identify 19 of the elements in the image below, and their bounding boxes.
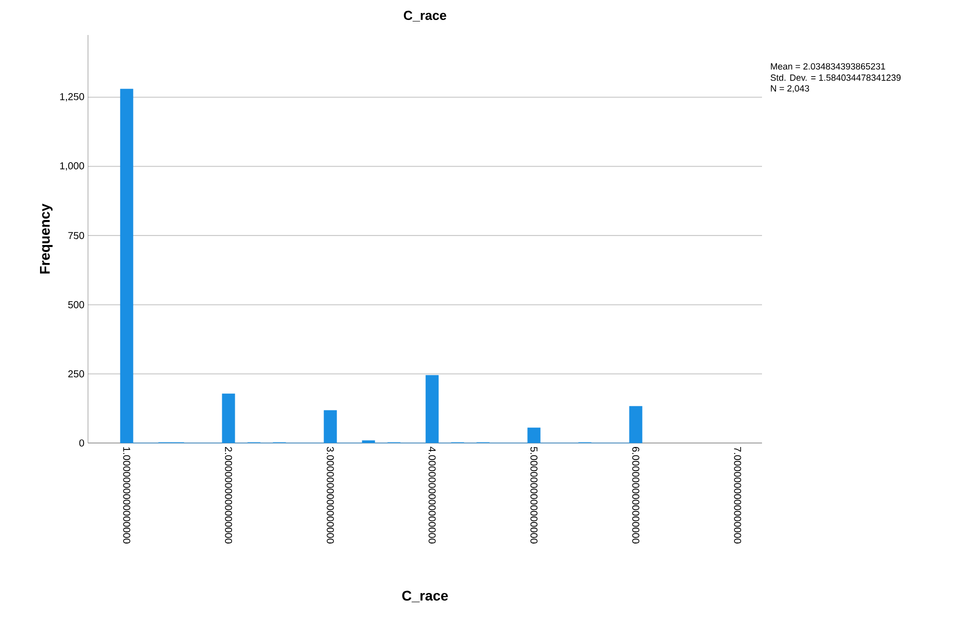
y-tick-label: 1,250 bbox=[60, 93, 84, 102]
y-axis-title: Frequency bbox=[40, 204, 53, 274]
x-tick-label: 3.0000000000000000 bbox=[326, 446, 334, 544]
y-tick-label: 1,000 bbox=[60, 162, 84, 171]
x-tick-label: 4.0000000000000000 bbox=[428, 446, 436, 544]
text: Std. Dev. = 1.584034478341239 bbox=[770, 74, 901, 81]
x-tick-label: 7.0000000000000000 bbox=[734, 447, 742, 544]
x-tick-label: 6.0000000000000000 bbox=[632, 447, 640, 544]
text: Mean = 2.034834393865231 bbox=[770, 63, 886, 70]
chart-title: C_race bbox=[404, 10, 446, 22]
x-tick-label: 1.0000000000000000 bbox=[123, 447, 130, 544]
y-tick-label: 500 bbox=[68, 301, 84, 308]
y-tick-label: 0 bbox=[79, 439, 84, 447]
x-tick-label: 5.0000000000000000 bbox=[530, 446, 538, 544]
y-tick-label: 250 bbox=[68, 370, 84, 378]
y-tick-label: 750 bbox=[68, 232, 84, 240]
text: N = 2,043 bbox=[770, 85, 810, 93]
x-tick-label: 2.0000000000000000 bbox=[224, 447, 232, 544]
x-axis-title: C_race bbox=[402, 590, 448, 602]
